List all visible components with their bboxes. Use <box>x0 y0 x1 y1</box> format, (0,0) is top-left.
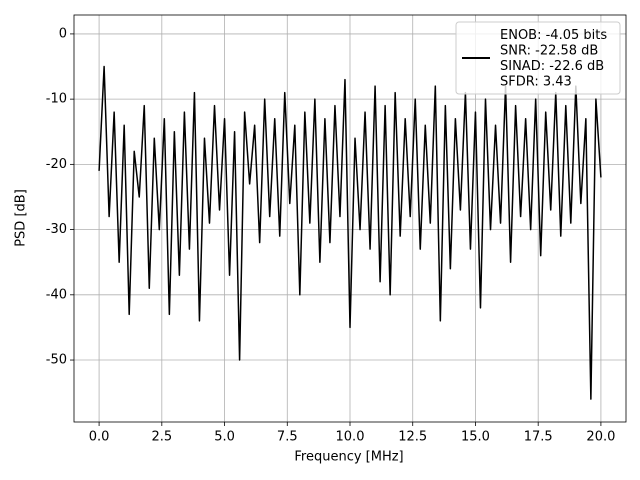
x-tick-label: 5.0 <box>214 430 235 445</box>
y-tick-label: 0 <box>59 26 67 41</box>
y-tick-label: -20 <box>46 157 67 172</box>
x-tick-label: 17.5 <box>524 430 553 445</box>
y-tick-label: -10 <box>46 92 67 107</box>
x-tick-label: 20.0 <box>586 430 615 445</box>
x-tick-label: 7.5 <box>277 430 298 445</box>
legend-label: ENOB: -4.05 bits SNR: -22.58 dB SINAD: -22… <box>500 27 607 89</box>
y-tick-label: -30 <box>46 222 67 237</box>
plot-frame <box>73 14 627 423</box>
x-tick-label: 15.0 <box>461 430 490 445</box>
data-line <box>98 65 602 400</box>
legend-box <box>455 21 621 95</box>
x-axis-label: Frequency [MHz] <box>294 450 403 465</box>
y-axis-label: PSD [dB] <box>14 189 29 247</box>
x-tick-label: 2.5 <box>151 430 172 445</box>
x-tick-label: 0.0 <box>89 430 110 445</box>
x-tick-label: 10.0 <box>336 430 365 445</box>
y-tick-label: -50 <box>46 353 67 368</box>
x-tick-label: 12.5 <box>398 430 427 445</box>
y-tick-label: -40 <box>46 287 67 302</box>
